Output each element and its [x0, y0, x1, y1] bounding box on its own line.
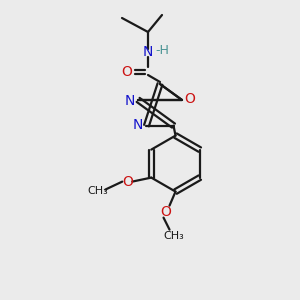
Text: N: N [125, 94, 135, 108]
Text: CH₃: CH₃ [163, 231, 184, 241]
Text: CH₃: CH₃ [87, 186, 108, 196]
Text: O: O [184, 92, 195, 106]
Text: O: O [160, 205, 171, 219]
Text: O: O [122, 175, 133, 189]
Text: -H: -H [155, 44, 169, 58]
Text: N: N [132, 118, 143, 132]
Text: N: N [143, 45, 153, 59]
Text: O: O [122, 65, 132, 79]
